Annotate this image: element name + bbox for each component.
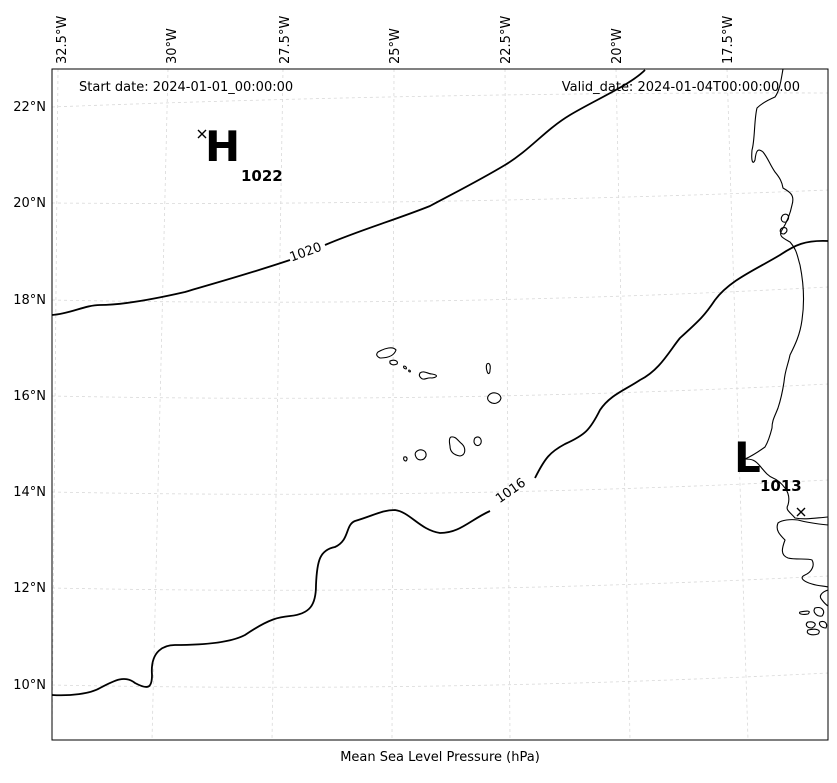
- lat-tick-label: 12°N: [13, 581, 46, 596]
- africa-coastline: [744, 68, 829, 588]
- graticule: [51, 68, 829, 741]
- lon-tick-label: 22.5°W: [499, 16, 514, 64]
- map-frame: [51, 68, 829, 741]
- lon-tick-label: 25°W: [388, 28, 403, 64]
- start-date-label: Start date: 2024-01-01_00:00:00: [79, 80, 293, 95]
- lon-tick-label: 20°W: [610, 28, 625, 64]
- isobar-1020-line: [51, 69, 646, 316]
- lat-tick-label: 20°N: [13, 196, 46, 211]
- longitude-ticks: 32.5°W 30°W 27.5°W 25°W 22.5°W 20°W 17.5…: [55, 16, 736, 64]
- low-pressure-letter: L: [734, 433, 761, 482]
- latitude-ticks: 22°N 20°N 18°N 16°N 14°N 12°N 10°N: [13, 100, 46, 693]
- isobar-label-1020: 1020: [288, 240, 324, 265]
- isobar-labels: 1020 1016: [288, 240, 529, 507]
- high-pressure-letter: H: [205, 122, 240, 171]
- lat-tick-label: 16°N: [13, 389, 46, 404]
- cape-verde-islands: [376, 347, 502, 462]
- lon-tick-label: 27.5°W: [278, 16, 293, 64]
- lat-tick-label: 14°N: [13, 485, 46, 500]
- lat-tick-label: 10°N: [13, 678, 46, 693]
- high-pressure-value: 1022: [241, 167, 283, 185]
- high-center-marker: [197, 129, 207, 139]
- map-xlabel: Mean Sea Level Pressure (hPa): [340, 750, 540, 765]
- isobar-label-1016: 1016: [493, 475, 529, 506]
- isobar-1016-line: [51, 240, 829, 697]
- africa-coastline-south: [779, 213, 829, 636]
- valid-date-label: Valid_date: 2024-01-04T00:00:00.00: [562, 80, 800, 95]
- lat-tick-label: 22°N: [13, 100, 46, 115]
- lon-tick-label: 32.5°W: [55, 16, 70, 64]
- lat-tick-label: 18°N: [13, 293, 46, 308]
- low-center-marker: [796, 507, 806, 517]
- lon-tick-label: 17.5°W: [721, 16, 736, 64]
- low-pressure-value: 1013: [760, 477, 802, 495]
- lon-tick-label: 30°W: [165, 28, 180, 64]
